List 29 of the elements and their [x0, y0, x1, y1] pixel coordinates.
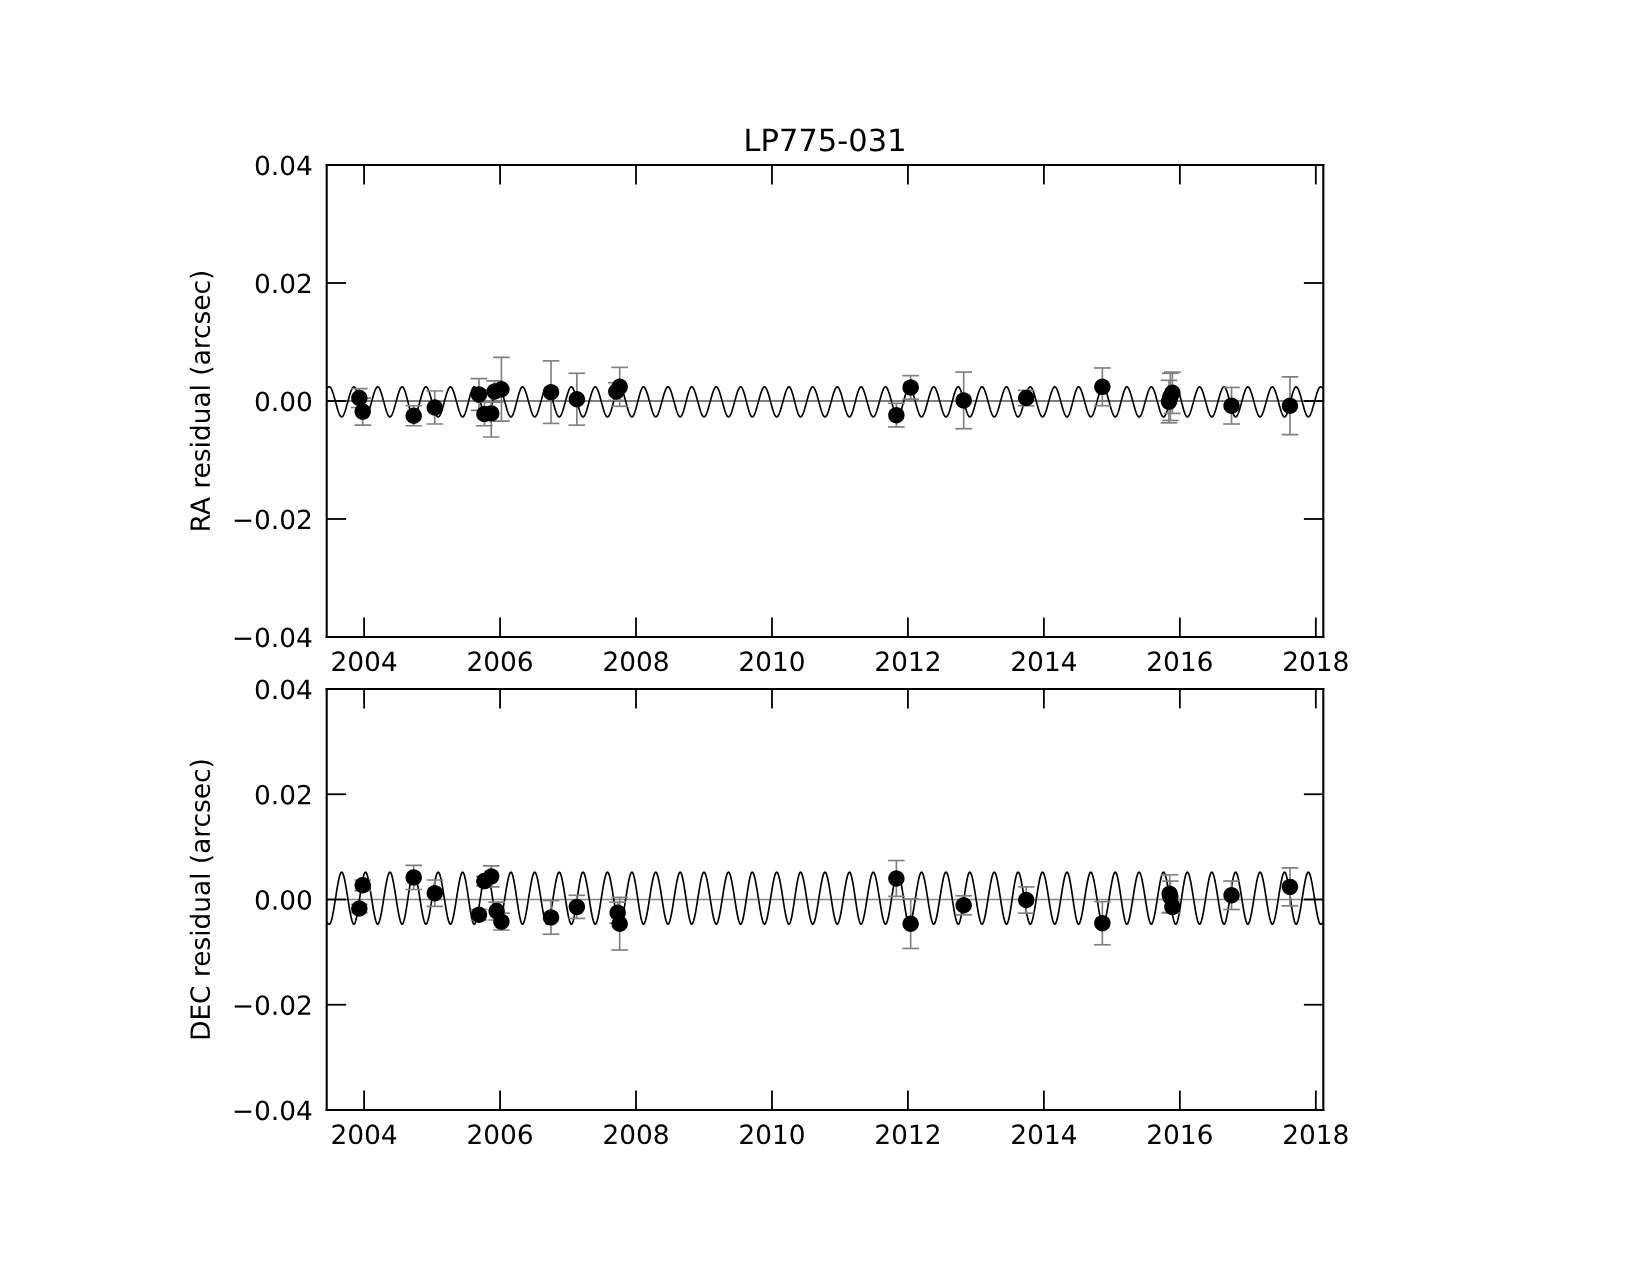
- x-tick-label: 2014: [1012, 1124, 1076, 1145]
- x-tick-label: 2008: [604, 1124, 668, 1145]
- y-tick-label: 0.04: [255, 679, 312, 700]
- x-tick-label: 2010: [740, 651, 804, 672]
- x-tick-label: 2006: [468, 651, 532, 672]
- y-axis-title: DEC residual (arcsec): [189, 760, 214, 1039]
- y-tick-label: −0.04: [234, 627, 312, 648]
- chart-title: LP775-031: [746, 128, 904, 152]
- x-tick-label: 2014: [1012, 651, 1076, 672]
- y-tick-label: 0.04: [255, 155, 312, 176]
- y-tick-label: −0.02: [234, 995, 311, 1016]
- x-tick-label: 2012: [876, 651, 939, 672]
- x-tick-label: 2006: [468, 1124, 532, 1145]
- x-tick-label: 2008: [604, 651, 668, 672]
- y-tick-label: 0.00: [255, 391, 312, 412]
- x-tick-label: 2018: [1284, 651, 1348, 672]
- y-tick-label: 0.02: [255, 784, 311, 805]
- y-tick-label: 0.02: [255, 273, 311, 294]
- y-tick-label: −0.02: [234, 509, 311, 530]
- y-tick-label: −0.04: [234, 1100, 312, 1121]
- x-tick-label: 2016: [1148, 1124, 1212, 1145]
- x-tick-label: 2016: [1148, 651, 1212, 672]
- x-tick-label: 2004: [332, 651, 397, 672]
- x-tick-label: 2018: [1284, 1124, 1348, 1145]
- x-tick-label: 2010: [740, 1124, 804, 1145]
- y-axis-title: RA residual (arcsec): [189, 271, 214, 530]
- x-tick-label: 2004: [332, 1124, 397, 1145]
- y-tick-label: 0.00: [255, 889, 312, 910]
- x-tick-label: 2012: [876, 1124, 939, 1145]
